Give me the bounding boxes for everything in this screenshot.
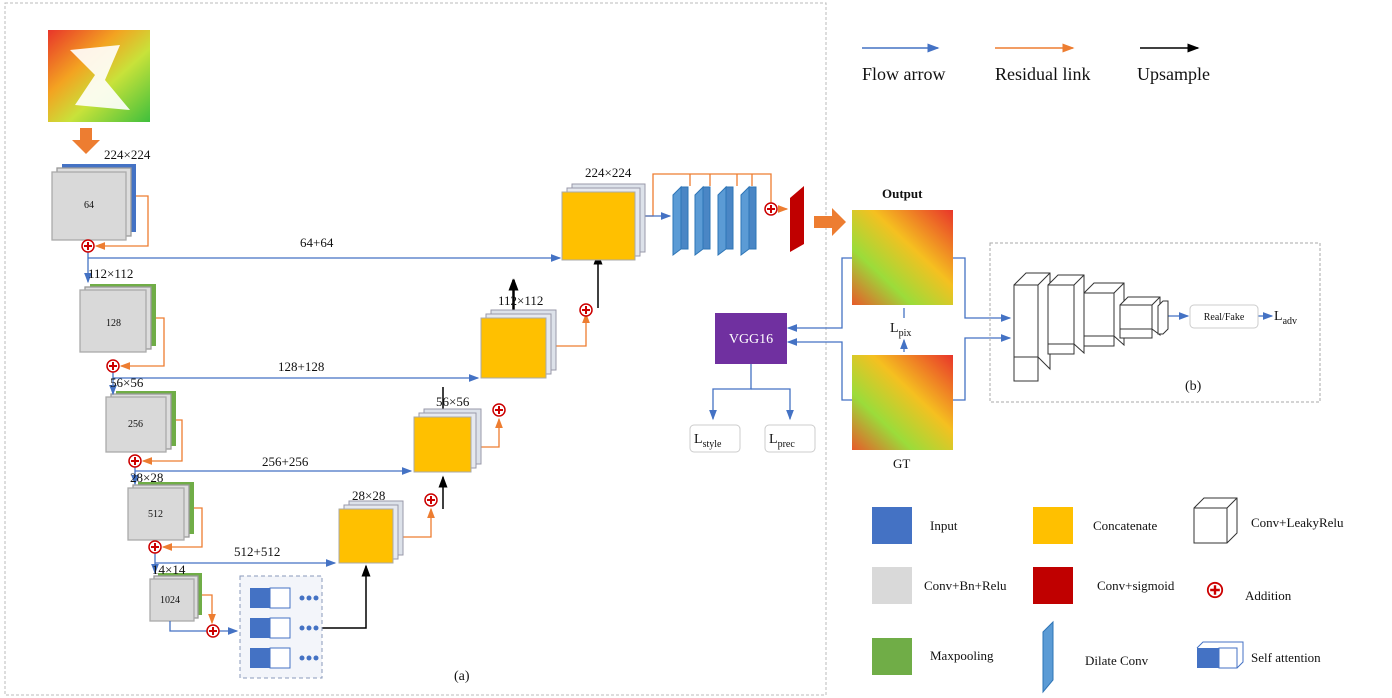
- loss-sub: prec: [778, 439, 796, 450]
- legend-icons: [872, 498, 1243, 692]
- legend-text: Self attention: [1251, 650, 1321, 665]
- loss-sub: pix: [899, 328, 912, 339]
- skip-label: 128+128: [278, 359, 324, 374]
- panel-label: (b): [1185, 379, 1202, 394]
- output-arrow: [814, 208, 846, 236]
- discriminator: [1014, 273, 1168, 381]
- legend-text: Upsample: [1137, 64, 1210, 84]
- skip-label: 512+512: [234, 544, 280, 559]
- dilate-convs: [673, 187, 756, 255]
- legend-text: Dilate Conv: [1085, 653, 1149, 668]
- flow-arrows: [88, 216, 1272, 631]
- output-image: [852, 210, 953, 305]
- input-arrow: [72, 128, 100, 154]
- loss-label: Ladv: [1274, 309, 1297, 327]
- loss-main: L: [694, 432, 703, 447]
- input-image: [48, 30, 150, 122]
- size-label: 224×224: [585, 165, 632, 180]
- legend-text: Conv+sigmoid: [1097, 578, 1175, 593]
- panel-label: (a): [454, 669, 470, 684]
- legend-text: Maxpooling: [930, 648, 994, 663]
- output-label: Output: [882, 186, 923, 201]
- loss-main: L: [769, 432, 778, 447]
- size-label: 14×14: [152, 562, 186, 577]
- channel-label: 64: [84, 200, 94, 211]
- skip-label: 64+64: [300, 235, 334, 250]
- channel-label: 1024: [160, 595, 180, 606]
- skip-label: 256+256: [262, 454, 309, 469]
- loss-main: L: [1274, 309, 1283, 324]
- legend-text: Conv+Bn+Relu: [924, 578, 1007, 593]
- size-label: 112×112: [88, 266, 133, 281]
- real-fake-label: Real/Fake: [1204, 312, 1245, 323]
- channel-label: 128: [106, 318, 121, 329]
- size-label: 56×56: [436, 394, 470, 409]
- loss-sub: style: [703, 439, 722, 450]
- gt-label: GT: [893, 456, 910, 471]
- legend-text: Addition: [1245, 588, 1292, 603]
- self-attention-block: [240, 576, 322, 678]
- channel-label: 512: [148, 509, 163, 520]
- gt-image: [852, 355, 953, 450]
- size-label: 56×56: [110, 375, 144, 390]
- legend-text: Conv+LeakyRelu: [1251, 515, 1344, 530]
- legend-text: Concatenate: [1093, 518, 1157, 533]
- legend-text: Flow arrow: [862, 64, 946, 84]
- size-label: 28×28: [130, 470, 163, 485]
- decoder: [339, 184, 645, 563]
- encoder: [52, 164, 202, 621]
- vgg-label: VGG16: [729, 332, 773, 347]
- loss-sub: adv: [1283, 316, 1297, 327]
- diagram: Flow arrow Residual link Upsample 224×22…: [0, 0, 1392, 698]
- loss-main: L: [890, 321, 899, 336]
- size-label: 224×224: [104, 147, 151, 162]
- channel-label: 256: [128, 419, 143, 430]
- legend-text: Residual link: [995, 64, 1091, 84]
- legend-text: Input: [930, 518, 958, 533]
- size-label: 112×112: [498, 293, 543, 308]
- sigmoid-layer: [790, 186, 804, 252]
- size-label: 28×28: [352, 488, 385, 503]
- loss-label: Lpix: [890, 321, 911, 339]
